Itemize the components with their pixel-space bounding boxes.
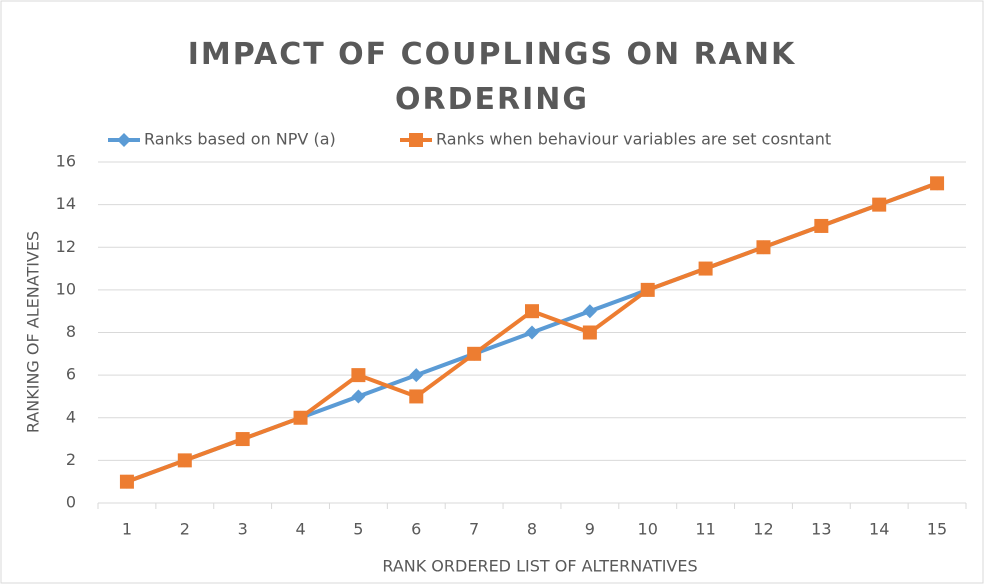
x-tick-label: 6 xyxy=(411,520,421,539)
point xyxy=(351,389,366,404)
x-tick-label: 3 xyxy=(238,520,248,539)
x-tick-label: 7 xyxy=(469,520,479,539)
x-tick-label: 1 xyxy=(122,520,132,539)
point xyxy=(525,304,539,319)
y-axis-label: RANKING OF ALENATIVES xyxy=(24,231,43,433)
x-tick-label: 10 xyxy=(638,520,658,539)
point xyxy=(119,474,134,489)
point xyxy=(698,261,713,276)
x-tick-label: 11 xyxy=(695,520,715,539)
x-tick-label: 13 xyxy=(811,520,831,539)
point xyxy=(582,325,597,340)
x-tick-label: 12 xyxy=(753,520,773,539)
point xyxy=(756,240,771,255)
legend-marker xyxy=(409,133,423,147)
y-tick-label: 2 xyxy=(66,450,76,469)
y-tick-label: 0 xyxy=(66,493,76,512)
point xyxy=(640,282,655,297)
x-tick-label: 9 xyxy=(585,520,595,539)
legend-marker xyxy=(117,133,131,147)
point xyxy=(582,304,597,319)
x-tick-label: 14 xyxy=(869,520,889,539)
point xyxy=(177,453,192,468)
x-tick-label: 4 xyxy=(295,520,305,539)
point xyxy=(872,197,887,212)
legend-label: Ranks when behaviour variables are set c… xyxy=(436,130,831,149)
legend-label: Ranks based on NPV (a) xyxy=(144,130,336,149)
y-tick-label: 4 xyxy=(66,407,76,426)
point xyxy=(293,410,308,425)
y-tick-label: 10 xyxy=(56,279,76,298)
x-axis-label: RANK ORDERED LIST OF ALTERNATIVES xyxy=(382,557,697,576)
point xyxy=(467,346,482,361)
point xyxy=(814,218,829,233)
point xyxy=(235,432,250,447)
y-tick-label: 12 xyxy=(56,237,76,256)
y-tick-label: 16 xyxy=(56,152,76,171)
x-tick-label: 5 xyxy=(353,520,363,539)
point xyxy=(525,325,539,340)
y-tick-label: 6 xyxy=(66,365,76,384)
point xyxy=(409,389,424,404)
point xyxy=(930,176,945,191)
point xyxy=(409,368,424,383)
x-tick-label: 15 xyxy=(927,520,947,539)
x-tick-label: 8 xyxy=(527,520,537,539)
point xyxy=(351,368,366,383)
y-tick-label: 8 xyxy=(66,322,76,341)
x-tick-label: 2 xyxy=(180,520,190,539)
y-tick-label: 14 xyxy=(56,194,76,213)
chart-title: IMPACT OF COUPLINGS ON RANK ORDERING xyxy=(187,37,797,117)
